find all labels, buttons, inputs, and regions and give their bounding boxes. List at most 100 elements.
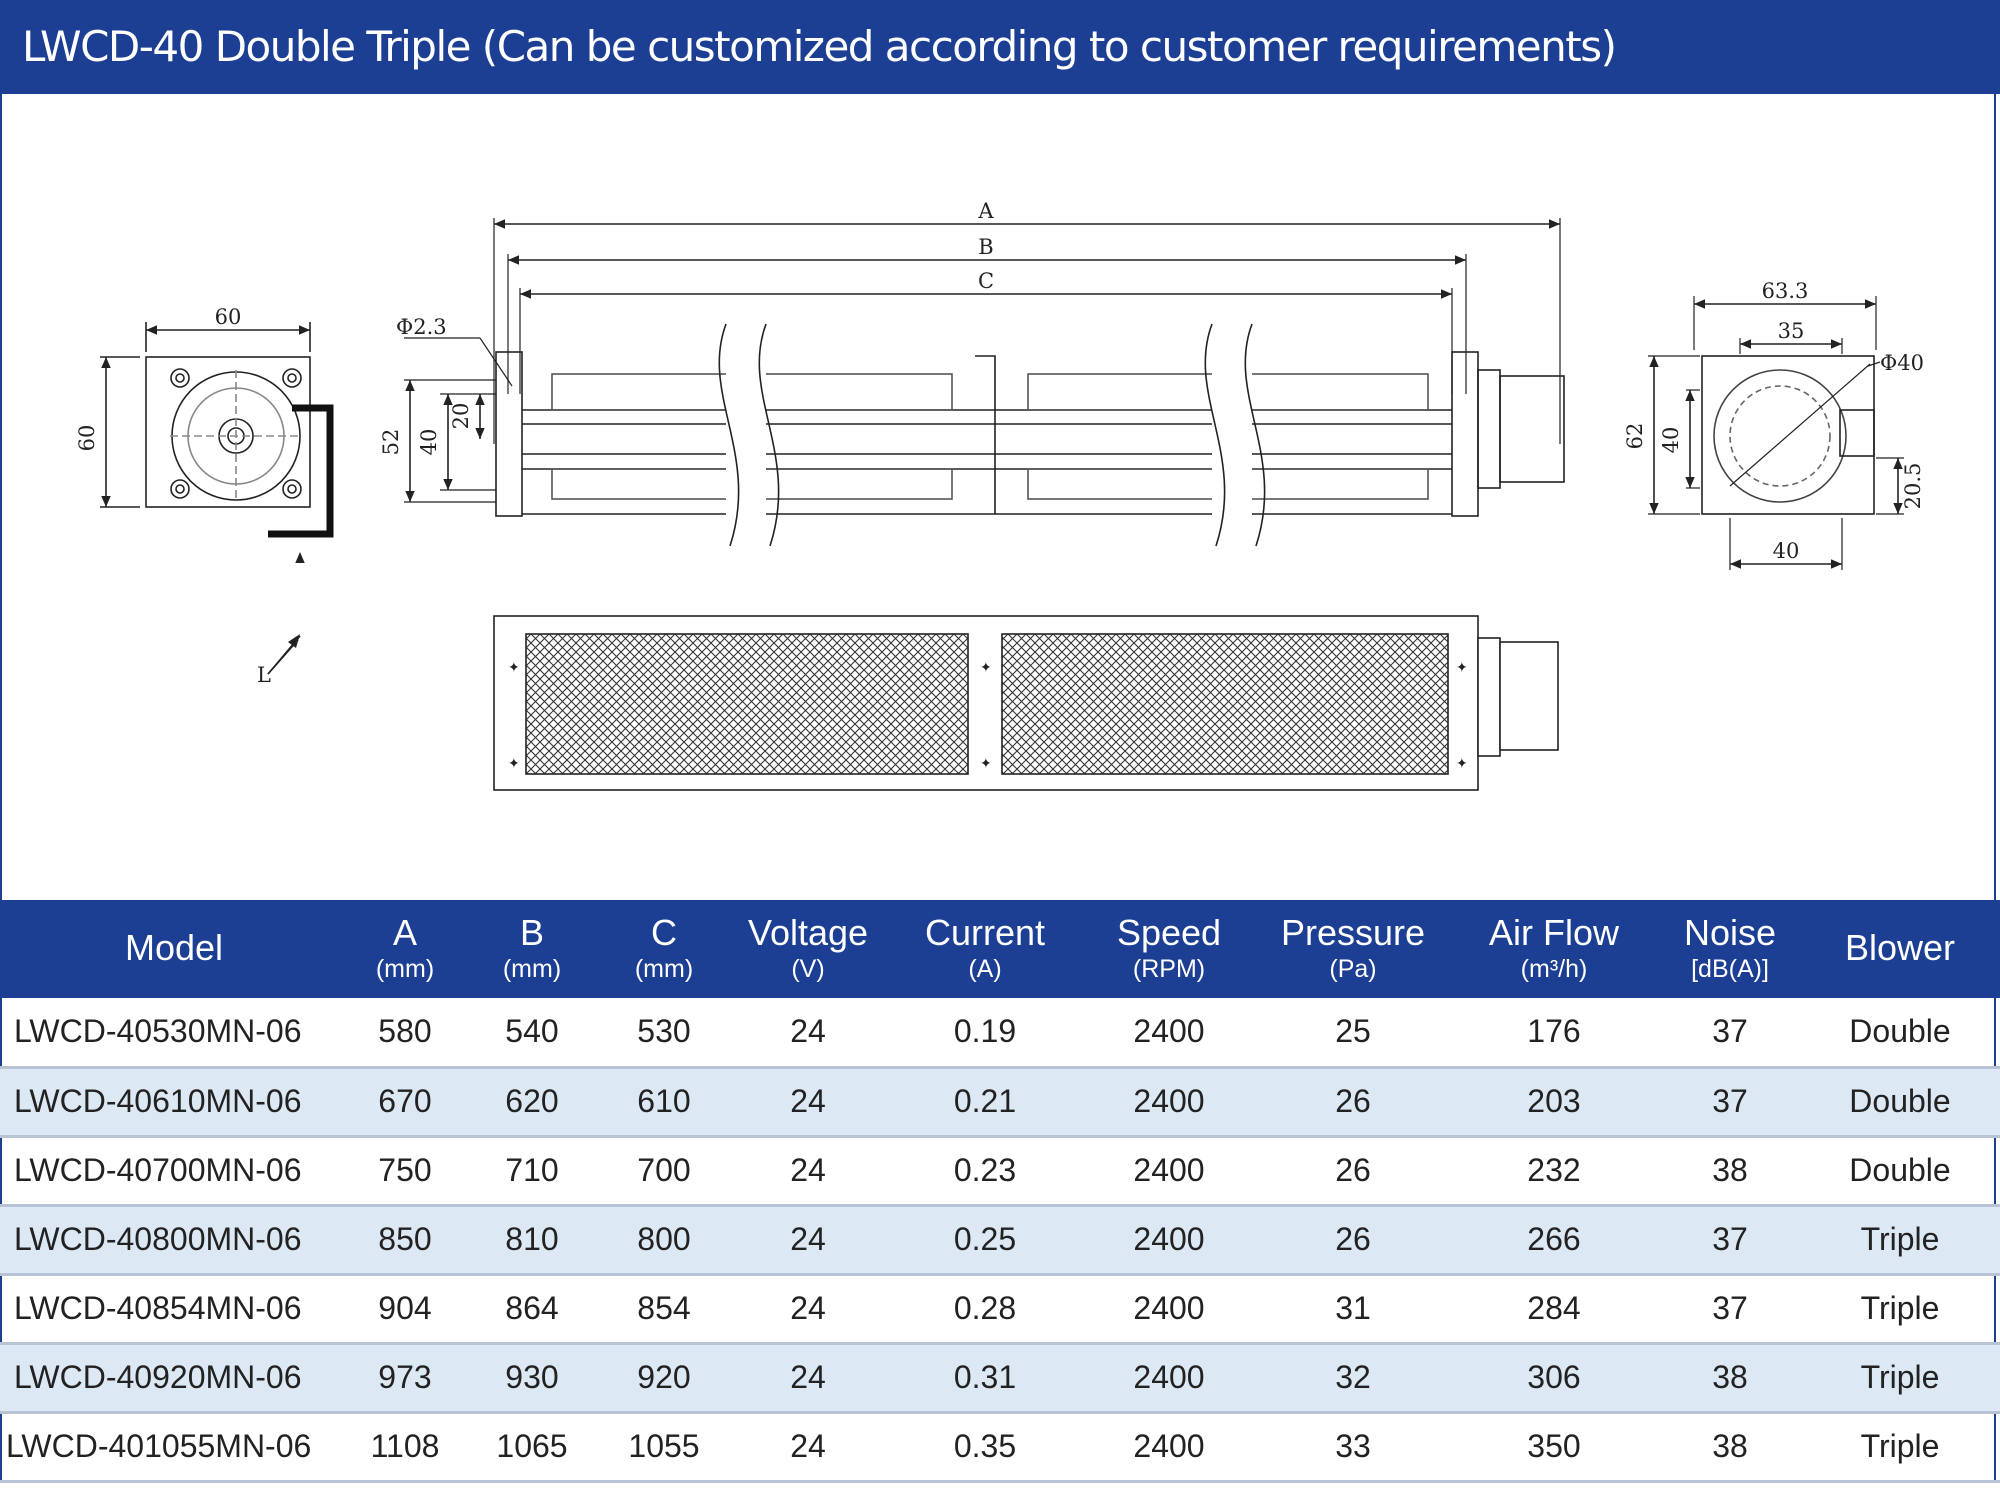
dim-label-end-width: 63.3 xyxy=(1762,279,1809,303)
header-cell: C (mm) xyxy=(602,900,726,998)
svg-text:✦: ✦ xyxy=(508,659,520,675)
header-cell: Voltage (V) xyxy=(726,900,890,998)
table-cell: 2400 xyxy=(1080,1136,1258,1207)
front-view xyxy=(404,218,1565,547)
table-cell: 2400 xyxy=(1080,998,1258,1069)
table-cell: 610 xyxy=(602,1067,726,1138)
table-cell: 176 xyxy=(1448,998,1660,1069)
table-cell: 232 xyxy=(1448,1136,1660,1207)
svg-text:✦: ✦ xyxy=(980,659,992,675)
table-cell: 0.21 xyxy=(890,1067,1080,1138)
table-cell: Triple xyxy=(1800,1205,2000,1276)
table-cell: 1065 xyxy=(462,1412,602,1483)
dim-label-end-h20-5: 20.5 xyxy=(1901,463,1925,510)
header-cell: Current (A) xyxy=(890,900,1080,998)
dim-label-side-l: L xyxy=(257,663,271,687)
svg-text:✦: ✦ xyxy=(1456,659,1468,675)
dim-label-h52: 52 xyxy=(379,429,403,456)
table-cell: 530 xyxy=(602,998,726,1069)
header-cell: Noise [dB(A)] xyxy=(1660,900,1800,998)
table-cell: Double xyxy=(1800,1136,2000,1207)
dim-label-c: C xyxy=(978,269,994,293)
svg-text:✦: ✦ xyxy=(508,755,520,771)
header-cell: Speed (RPM) xyxy=(1080,900,1258,998)
table-cell: 24 xyxy=(726,1067,890,1138)
technical-drawing: ✦ ✦ ✦ ✦ ✦ ✦ A xyxy=(0,94,2000,900)
table-cell: Double xyxy=(1800,1067,2000,1138)
header-cell: Air Flow (m³/h) xyxy=(1448,900,1660,998)
table-cell: 904 xyxy=(348,1274,462,1345)
table-cell: 38 xyxy=(1660,1412,1800,1483)
table-cell: 0.35 xyxy=(890,1412,1080,1483)
spec-table: Model A (mm) B (mm) C (mm) Voltage (V) Curre… xyxy=(0,900,2000,1483)
table-cell: 750 xyxy=(348,1136,462,1207)
page-title: LWCD-40 Double Triple (Can be customized… xyxy=(0,0,2000,94)
svg-text:✦: ✦ xyxy=(1456,755,1468,771)
dim-label-end-h62: 62 xyxy=(1623,423,1647,450)
dim-label-b: B xyxy=(978,235,993,259)
table-cell: 24 xyxy=(726,1205,890,1276)
table-row: LWCD-40854MN-06 904 864 854 24 0.28 2400 31 284 3… xyxy=(0,1274,2000,1345)
table-cell: 350 xyxy=(1448,1412,1660,1483)
dim-label-a: A xyxy=(977,199,994,223)
table-cell: 854 xyxy=(602,1274,726,1345)
dim-label-side-width: 60 xyxy=(215,305,242,329)
table-cell: 700 xyxy=(602,1136,726,1207)
table-row: LWCD-40610MN-06 670 620 610 24 0.21 2400 26 203 3… xyxy=(0,1067,2000,1138)
table-cell: 24 xyxy=(726,1412,890,1483)
dim-label-h20: 20 xyxy=(449,403,473,430)
table-cell: 0.25 xyxy=(890,1205,1080,1276)
table-cell: 26 xyxy=(1258,1136,1448,1207)
table-cell: 670 xyxy=(348,1067,462,1138)
header-cell: Model xyxy=(0,900,348,998)
table-cell: 25 xyxy=(1258,998,1448,1069)
table-cell: 864 xyxy=(462,1274,602,1345)
table-cell: 284 xyxy=(1448,1274,1660,1345)
table-cell: 37 xyxy=(1660,1067,1800,1138)
table-cell: 24 xyxy=(726,1274,890,1345)
drawing-svg: ✦ ✦ ✦ ✦ ✦ ✦ A xyxy=(75,199,1925,791)
table-row: LWCD-401055MN-06 1108 1065 1055 24 0.35 2400 33… xyxy=(0,1412,2000,1483)
table-cell: 266 xyxy=(1448,1205,1660,1276)
dim-label-end-bottom: 40 xyxy=(1773,539,1800,563)
table-cell: 800 xyxy=(602,1205,726,1276)
table-cell: 850 xyxy=(348,1205,462,1276)
table-cell: 930 xyxy=(462,1343,602,1414)
table-cell: 1055 xyxy=(602,1412,726,1483)
table-cell: Triple xyxy=(1800,1343,2000,1414)
table-cell: 0.31 xyxy=(890,1343,1080,1414)
table-cell: 580 xyxy=(348,998,462,1069)
table-cell: 810 xyxy=(462,1205,602,1276)
table-cell: 973 xyxy=(348,1343,462,1414)
table-body: LWCD-40530MN-06 580 540 530 24 0.19 2400 25 176 3… xyxy=(0,998,2000,1483)
table-cell: 38 xyxy=(1660,1136,1800,1207)
end-view xyxy=(1648,296,1904,570)
table-cell: 2400 xyxy=(1080,1205,1258,1276)
model-cell: LWCD-40530MN-06 xyxy=(0,998,348,1069)
dim-label-end-inner: 35 xyxy=(1778,319,1805,343)
table-cell: 0.23 xyxy=(890,1136,1080,1207)
table-cell: 37 xyxy=(1660,998,1800,1069)
table-cell: 37 xyxy=(1660,1205,1800,1276)
table-cell: 920 xyxy=(602,1343,726,1414)
svg-text:✦: ✦ xyxy=(980,755,992,771)
table-cell: 24 xyxy=(726,1136,890,1207)
table-row: LWCD-40920MN-06 973 930 920 24 0.31 2400 32 306 3… xyxy=(0,1343,2000,1414)
table-cell: 26 xyxy=(1258,1205,1448,1276)
table-cell: 306 xyxy=(1448,1343,1660,1414)
header-cell: Blower xyxy=(1800,900,2000,998)
table-cell: 2400 xyxy=(1080,1274,1258,1345)
table-cell: 32 xyxy=(1258,1343,1448,1414)
table-cell: Triple xyxy=(1800,1274,2000,1345)
filter-view: ✦ ✦ ✦ ✦ ✦ ✦ xyxy=(493,615,1559,791)
table-cell: 24 xyxy=(726,1343,890,1414)
table-cell: 2400 xyxy=(1080,1067,1258,1138)
header-cell: A (mm) xyxy=(348,900,462,998)
table-cell: 540 xyxy=(462,998,602,1069)
table-cell: 24 xyxy=(726,998,890,1069)
header-row: Model A (mm) B (mm) C (mm) Voltage (V) Curre… xyxy=(0,900,2000,998)
model-cell: LWCD-40610MN-06 xyxy=(0,1067,348,1138)
table-cell: 31 xyxy=(1258,1274,1448,1345)
model-cell: LWCD-401055MN-06 xyxy=(0,1412,348,1483)
table-cell: 37 xyxy=(1660,1274,1800,1345)
